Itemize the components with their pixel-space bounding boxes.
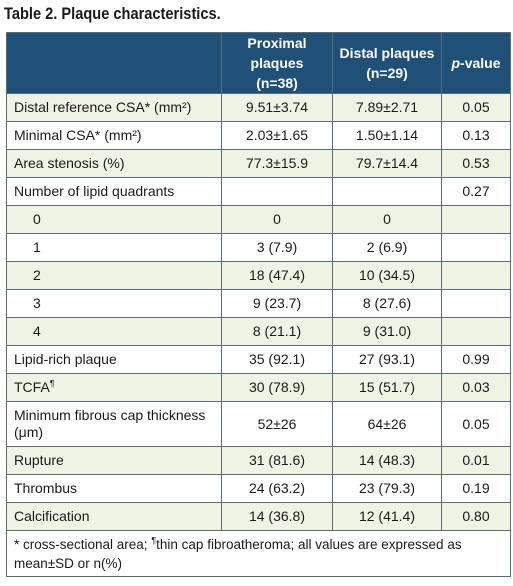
footnote: * cross-sectional area; ¶thin cap fibroa…: [6, 530, 511, 577]
table-row: Minimum fibrous cap thickness (μm) 52±26 6…: [6, 401, 511, 447]
p-value: [441, 289, 511, 318]
proximal-value: [221, 177, 333, 206]
proximal-value: 24 (63.2): [221, 474, 333, 503]
p-value: 0.53: [441, 149, 511, 178]
table-row: Calcification 14 (36.8) 12 (41.4) 0.80: [6, 502, 511, 531]
distal-value: 23 (79.3): [332, 474, 442, 503]
row-label: 0: [6, 205, 222, 234]
proximal-value: 8 (21.1): [221, 317, 333, 346]
distal-value: 10 (34.5): [332, 261, 442, 290]
p-value: 0.05: [441, 401, 511, 447]
distal-value: 14 (48.3): [332, 446, 442, 475]
table-row: Lipid-rich plaque 35 (92.1) 27 (93.1) 0.99: [6, 345, 511, 374]
proximal-value: 31 (81.6): [221, 446, 333, 475]
p-value: 0.13: [441, 121, 511, 150]
header-proximal: Proximal plaques (n=38): [221, 32, 333, 94]
proximal-value: 77.3±15.9: [221, 149, 333, 178]
distal-value: [332, 177, 442, 206]
distal-value: 12 (41.4): [332, 502, 442, 531]
proximal-value: 2.03±1.65: [221, 121, 333, 150]
proximal-value: 30 (78.9): [221, 373, 333, 402]
header-label: [6, 32, 222, 94]
row-label: 3: [6, 289, 222, 318]
proximal-value: 0: [221, 205, 333, 234]
row-label: Lipid-rich plaque: [6, 345, 222, 374]
p-value: 0.05: [441, 93, 511, 122]
row-label: Rupture: [6, 446, 222, 475]
row-label: Minimum fibrous cap thickness (μm): [6, 401, 222, 447]
distal-value: 79.7±14.4: [332, 149, 442, 178]
plaque-characteristics-table: Proximal plaques (n=38) Distal plaques (…: [6, 32, 511, 577]
header-p-value: p-value: [441, 32, 511, 94]
distal-value: 64±26: [332, 401, 442, 447]
distal-value: 27 (93.1): [332, 345, 442, 374]
p-value: 0.27: [441, 177, 511, 206]
table-title: Table 2. Plaque characteristics.: [4, 4, 221, 23]
row-label: TCFA¶: [6, 373, 222, 402]
distal-value: 0: [332, 205, 442, 234]
row-label: 4: [6, 317, 222, 346]
header-row: Proximal plaques (n=38) Distal plaques (…: [6, 32, 511, 94]
proximal-value: 35 (92.1): [221, 345, 333, 374]
distal-value: 2 (6.9): [332, 233, 442, 262]
table-row: Number of lipid quadrants 0.27: [6, 177, 511, 206]
row-label: Area stenosis (%): [6, 149, 222, 178]
distal-value: 1.50±1.14: [332, 121, 442, 150]
p-value: 0.99: [441, 345, 511, 374]
p-value: [441, 205, 511, 234]
row-label: Calcification: [6, 502, 222, 531]
row-label: Thrombus: [6, 474, 222, 503]
distal-value: 15 (51.7): [332, 373, 442, 402]
footnote-row: * cross-sectional area; ¶thin cap fibroa…: [6, 530, 511, 577]
table-row: Rupture 31 (81.6) 14 (48.3) 0.01: [6, 446, 511, 475]
table-row: TCFA¶ 30 (78.9) 15 (51.7) 0.03: [6, 373, 511, 402]
row-label: 1: [6, 233, 222, 262]
distal-value: 8 (27.6): [332, 289, 442, 318]
proximal-value: 3 (7.9): [221, 233, 333, 262]
proximal-value: 18 (47.4): [221, 261, 333, 290]
p-value: 0.01: [441, 446, 511, 475]
p-value: [441, 261, 511, 290]
proximal-value: 52±26: [221, 401, 333, 447]
proximal-value: 9.51±3.74: [221, 93, 333, 122]
table-row: Area stenosis (%) 77.3±15.9 79.7±14.4 0.53: [6, 149, 511, 178]
row-label: Number of lipid quadrants: [6, 177, 222, 206]
table-row: Distal reference CSA* (mm²) 9.51±3.74 7.89…: [6, 93, 511, 122]
distal-value: 9 (31.0): [332, 317, 442, 346]
row-label: Minimal CSA* (mm²): [6, 121, 222, 150]
table-row: 2 18 (47.4) 10 (34.5): [6, 261, 511, 290]
p-value: 0.80: [441, 502, 511, 531]
table-row: Minimal CSA* (mm²) 2.03±1.65 1.50±1.14 0.13: [6, 121, 511, 150]
proximal-value: 14 (36.8): [221, 502, 333, 531]
p-value: [441, 317, 511, 346]
p-value: 0.03: [441, 373, 511, 402]
row-label: 2: [6, 261, 222, 290]
p-value: 0.19: [441, 474, 511, 503]
distal-value: 7.89±2.71: [332, 93, 442, 122]
p-value: [441, 233, 511, 262]
table-row: Thrombus 24 (63.2) 23 (79.3) 0.19: [6, 474, 511, 503]
row-label: Distal reference CSA* (mm²): [6, 93, 222, 122]
proximal-value: 9 (23.7): [221, 289, 333, 318]
header-distal: Distal plaques (n=29): [332, 32, 442, 94]
